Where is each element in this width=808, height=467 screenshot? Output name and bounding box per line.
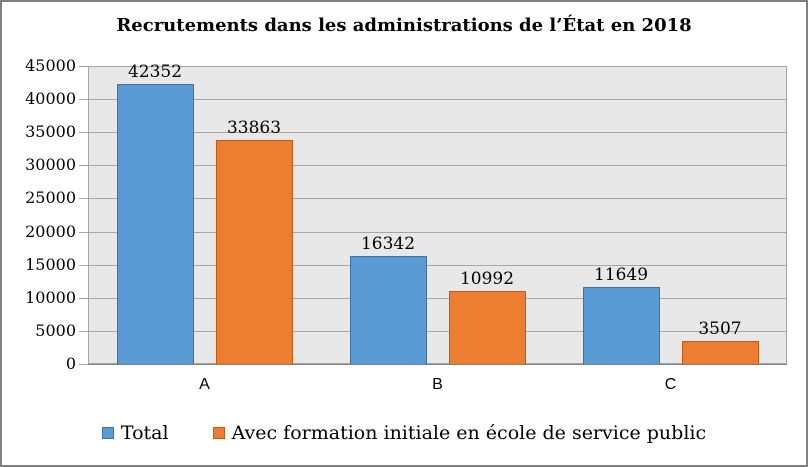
x-axis-label-B: B [432, 376, 443, 393]
y-axis-label: 0 [65, 354, 76, 373]
legend-label: Total [120, 422, 169, 444]
legend-swatch-icon [212, 427, 225, 439]
bar-value-label: 42352 [127, 62, 183, 82]
legend-item-total: Total [101, 422, 169, 444]
legend: Total Avec formation initiale en école de… [2, 422, 806, 444]
bar-value-label: 11649 [593, 265, 649, 285]
y-axis-tick [79, 198, 88, 200]
y-axis-tick [79, 297, 88, 299]
bar-formation-A [215, 140, 293, 364]
bar-value-label: 33863 [226, 118, 282, 138]
y-axis-label: 40000 [25, 89, 76, 109]
y-axis-label: 25000 [25, 188, 76, 208]
bar-total-B [349, 256, 427, 364]
x-axis-line [88, 364, 787, 365]
plot-area [88, 66, 787, 364]
gridline [88, 198, 787, 200]
y-axis-tick [79, 132, 88, 134]
y-axis-label: 45000 [25, 56, 76, 75]
legend-item-formation: Avec formation initiale en école de serv… [212, 422, 707, 444]
y-axis-label: 35000 [25, 122, 76, 142]
y-axis-tick [79, 364, 88, 365]
gridline [88, 66, 787, 67]
y-axis-tick [79, 231, 88, 233]
legend-label: Avec formation initiale en école de serv… [231, 422, 707, 444]
bar-value-label: 16342 [360, 234, 416, 254]
gridline [88, 132, 787, 134]
y-axis-tick [79, 165, 88, 167]
gridline [88, 264, 787, 266]
gridline [88, 99, 787, 101]
y-axis-label: 20000 [25, 221, 76, 241]
y-axis-label: 30000 [25, 155, 76, 175]
y-axis-tick [79, 264, 88, 266]
gridline [88, 165, 787, 167]
gridline [88, 231, 787, 233]
y-axis-label: 5000 [35, 320, 76, 340]
y-axis-tick [79, 99, 88, 101]
y-axis-label: 10000 [25, 287, 76, 307]
y-axis-tick [79, 66, 88, 67]
y-axis-tick [79, 330, 88, 332]
bar-total-A [116, 84, 194, 364]
chart-title: Recrutements dans les administrations de… [116, 15, 692, 36]
legend-swatch-icon [101, 427, 114, 439]
y-axis-label: 15000 [25, 254, 76, 274]
gridline [88, 330, 787, 332]
bar-value-label: 10992 [459, 269, 515, 289]
x-axis-label-C: C [664, 376, 677, 393]
bar-value-label: 3507 [698, 319, 742, 339]
bar-formation-C [681, 341, 759, 364]
bar-formation-B [448, 291, 526, 364]
gridline [88, 297, 787, 299]
bar-total-C [582, 287, 660, 364]
x-axis-label-A: A [199, 376, 210, 393]
